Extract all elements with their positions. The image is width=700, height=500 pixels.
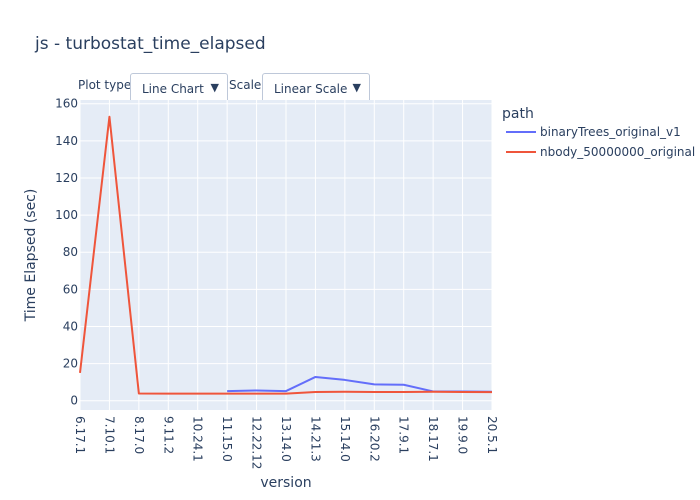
plot-type-value: Line Chart <box>142 82 204 96</box>
series-line-nbody_50000000_original <box>79 115 493 395</box>
x-tick-label: 14.21.3 <box>308 416 322 462</box>
grid-lines <box>79 100 493 410</box>
x-tick-label: 6.17.1 <box>73 416 87 454</box>
y-tick-label: 120 <box>55 171 78 185</box>
dropdown-triangle-icon: ▼ <box>352 81 361 94</box>
y-tick-label: 100 <box>55 208 78 222</box>
scale-value: Linear Scale <box>274 82 348 96</box>
y-tick-label: 20 <box>63 357 78 371</box>
scale-dropdown[interactable]: Linear Scale ▼ <box>262 73 370 105</box>
x-tick-label: 10.24.1 <box>191 416 205 462</box>
legend-label: binaryTrees_original_v1 <box>540 125 681 139</box>
y-tick-label: 0 <box>70 394 78 408</box>
x-tick-label: 11.15.0 <box>220 416 234 462</box>
x-tick-label: 7.10.1 <box>102 416 116 454</box>
legend-label: nbody_50000000_original <box>540 145 695 159</box>
x-tick-label: 9.11.2 <box>161 416 175 454</box>
chart-title: js - turbostat_time_elapsed <box>35 34 266 54</box>
x-tick-label: 20.5.1 <box>485 416 499 454</box>
legend: binaryTrees_original_v1 nbody_50000000_or… <box>506 125 695 159</box>
y-tick-label: 60 <box>63 282 78 296</box>
plot-type-label: Plot type: <box>78 78 136 92</box>
x-tick-label: 8.17.0 <box>132 416 146 454</box>
y-tick-label: 140 <box>55 134 78 148</box>
x-tick-label: 18.17.1 <box>426 416 440 462</box>
y-axis-ticks: 0 20 40 60 80 100 120 140 160 <box>55 97 78 408</box>
dropdown-triangle-icon: ▼ <box>210 81 219 94</box>
legend-title: path <box>502 106 534 122</box>
y-tick-label: 80 <box>63 245 78 259</box>
x-tick-label: 17.9.1 <box>397 416 411 454</box>
x-tick-label: 15.14.0 <box>338 416 352 462</box>
x-axis-label: version <box>260 475 311 491</box>
y-tick-label: 40 <box>63 319 78 333</box>
x-tick-label: 13.14.0 <box>279 416 293 462</box>
series-lines <box>79 115 493 395</box>
x-tick-label: 19.9.0 <box>456 416 470 454</box>
y-axis-label: Time Elapsed (sec) <box>23 189 39 323</box>
x-axis-ticks: 6.17.1 7.10.1 8.17.0 9.11.2 10.24.1 11.15.0 12… <box>73 416 499 469</box>
x-tick-label: 12.22.12 <box>250 416 264 469</box>
plot-type-dropdown[interactable]: Line Chart ▼ <box>130 73 228 105</box>
scale-label: Scale: <box>229 78 266 92</box>
y-tick-label: 160 <box>55 97 78 111</box>
x-tick-label: 16.20.2 <box>367 416 381 462</box>
